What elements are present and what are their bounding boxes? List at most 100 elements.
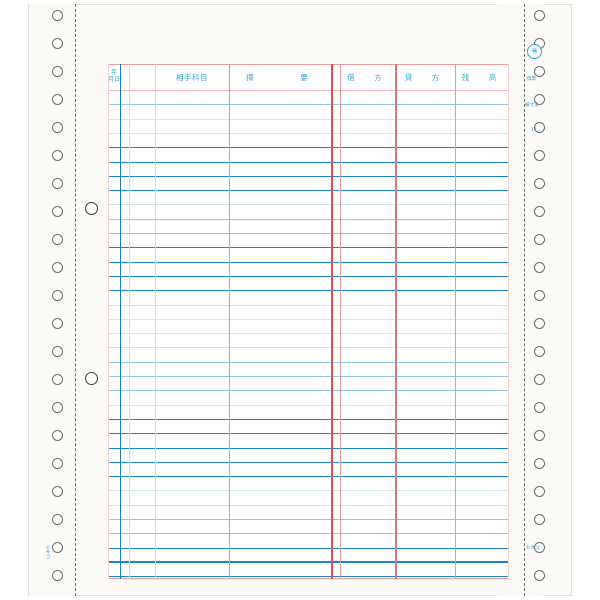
feed-hole — [52, 486, 63, 497]
rule-description-left — [229, 64, 230, 579]
punch-hole — [85, 372, 98, 385]
rule-horizontal — [108, 218, 509, 220]
header-balance: 残 高 — [461, 72, 503, 82]
feed-hole — [52, 318, 63, 329]
header-debit: 借 方 — [347, 72, 388, 82]
rule-debit-inner — [340, 64, 341, 579]
feed-hole — [52, 38, 63, 49]
margin-label-code: 17 — [531, 128, 537, 133]
feed-hole — [52, 94, 63, 105]
header-year-label: 年 — [110, 69, 117, 77]
feed-hole — [52, 150, 63, 161]
feed-hole — [52, 262, 63, 273]
rule-horizontal — [108, 333, 509, 335]
ledger-grid — [108, 64, 509, 579]
rule-horizontal — [108, 161, 509, 163]
feed-hole — [534, 486, 545, 497]
feed-hole — [534, 430, 545, 441]
feed-hole — [534, 570, 545, 581]
punch-hole — [85, 202, 98, 215]
rule-debit-left — [331, 64, 333, 579]
feed-hole — [52, 66, 63, 77]
rule-horizontal — [108, 190, 509, 192]
rule-horizontal — [108, 447, 509, 449]
rule-horizontal — [108, 175, 509, 177]
perforation-line-right — [524, 4, 525, 596]
rule-horizontal — [108, 118, 509, 120]
rule-horizontal-bottom-border — [108, 578, 509, 579]
feed-hole — [52, 430, 63, 441]
feed-hole — [52, 542, 63, 553]
feed-hole — [534, 122, 545, 133]
feed-hole — [534, 402, 545, 413]
rule-balance-left — [455, 64, 456, 579]
rule-horizontal — [108, 404, 509, 406]
rule-date-right — [129, 64, 130, 579]
feed-hole — [534, 542, 545, 553]
header-credit: 貸 方 — [404, 72, 446, 82]
rule-horizontal — [108, 90, 509, 91]
feed-hole — [534, 374, 545, 385]
feed-hole — [52, 234, 63, 245]
rule-horizontal — [108, 204, 509, 206]
rule-horizontal — [108, 347, 509, 349]
header-counterpart-account: 相手科目 — [176, 72, 208, 82]
ledger-header-row: 年 月日 相手科目 摘 要 借 方 貸 方 残 高 — [108, 64, 509, 90]
margin-label-voucher: 伝票 — [527, 77, 537, 82]
rule-date-divider — [120, 64, 121, 579]
rule-horizontal — [108, 576, 509, 578]
feed-hole — [534, 514, 545, 525]
rule-horizontal — [108, 275, 509, 277]
feed-hole — [52, 458, 63, 469]
feed-hole — [534, 318, 545, 329]
feed-hole — [52, 10, 63, 21]
feed-hole — [52, 374, 63, 385]
rule-horizontal — [108, 533, 509, 535]
tractor-feed-strip-left — [29, 4, 75, 596]
header-date-column: 年 月日 — [108, 64, 120, 90]
rule-horizontal — [108, 418, 509, 420]
feed-hole — [52, 206, 63, 217]
feed-hole — [52, 290, 63, 301]
rule-left-border — [108, 64, 109, 579]
rule-horizontal — [108, 490, 509, 492]
feed-hole — [534, 346, 545, 357]
feed-hole — [52, 122, 63, 133]
rule-horizontal — [108, 64, 509, 65]
rule-horizontal — [108, 361, 509, 363]
feed-hole — [534, 150, 545, 161]
feed-hole — [52, 178, 63, 189]
feed-hole — [534, 178, 545, 189]
rule-horizontal — [108, 547, 509, 549]
rule-credit-left — [395, 64, 397, 579]
rule-horizontal — [108, 261, 509, 263]
feed-hole — [52, 346, 63, 357]
feed-hole — [52, 514, 63, 525]
rule-counterpart-left — [155, 64, 156, 579]
rule-horizontal — [108, 104, 509, 106]
rule-horizontal — [108, 147, 509, 149]
feed-hole — [52, 570, 63, 581]
rule-horizontal — [108, 304, 509, 306]
feed-hole — [52, 402, 63, 413]
feed-hole — [534, 10, 545, 21]
feed-hole — [534, 234, 545, 245]
rule-horizontal — [108, 461, 509, 463]
rule-horizontal — [108, 476, 509, 478]
feed-hole — [534, 262, 545, 273]
publisher-logo-icon: Ⓜ — [527, 44, 542, 59]
feed-hole — [534, 94, 545, 105]
feed-hole — [534, 66, 545, 77]
margin-label-brand-left: ヒサゴ — [45, 545, 50, 560]
rule-horizontal — [108, 290, 509, 292]
feed-hole — [534, 458, 545, 469]
header-monthday-label: 月日 — [108, 76, 121, 83]
margin-label-papersize: 紙寸法 — [525, 103, 539, 108]
rule-horizontal-total — [108, 561, 509, 563]
rule-horizontal — [108, 318, 509, 320]
feed-hole — [534, 206, 545, 217]
rule-horizontal — [108, 247, 509, 249]
feed-hole — [534, 290, 545, 301]
perforation-line-left — [75, 4, 76, 596]
